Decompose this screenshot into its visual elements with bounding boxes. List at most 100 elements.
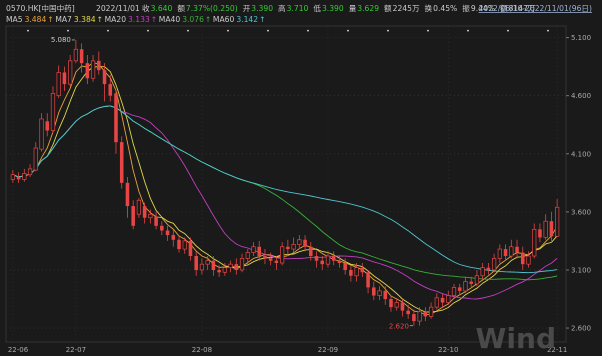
candle-body: [97, 60, 101, 71]
y-axis: 5.100 4.600 4.100 3.600 3.100 2.600: [566, 34, 591, 333]
bar-date: 2022/11/01: [96, 4, 140, 13]
ma-legend-label-2: MA20: [105, 15, 127, 24]
grid-lines: [6, 26, 566, 342]
candle-body: [177, 239, 181, 250]
candle-body: [314, 256, 319, 261]
candle-body: [154, 216, 158, 226]
candle-body: [491, 258, 497, 271]
ma-legend-value-4: 3.142: [236, 15, 258, 24]
x-tick-label: 22-09: [318, 346, 338, 354]
candle-body: [343, 263, 347, 270]
candle-body: [217, 269, 221, 273]
candle-body: [108, 84, 113, 96]
candle-body: [428, 306, 434, 317]
event-marker: •: [426, 28, 430, 35]
field-value-7: 0.45%: [433, 4, 457, 13]
date-range[interactable]: 2022/06/16-2022/11/01(96日): [479, 4, 592, 13]
candle-body: [520, 252, 525, 265]
candle-body: [474, 275, 480, 285]
candle-body: [79, 49, 84, 64]
moving-average-legend: MA5 3.484 ↑ MA7 3.384 ↑ MA20 3.133 ↑ MA40 3.076 ↑ MA…: [6, 15, 265, 24]
candle-body: [188, 240, 193, 257]
ma-arrow-1: ↑: [97, 15, 103, 24]
candle-body: [543, 220, 548, 238]
candle-body: [360, 267, 365, 273]
candle-body: [205, 260, 210, 265]
field-value-8: 9.44%: [471, 4, 495, 13]
candle-body: [469, 281, 473, 284]
candle-body: [354, 267, 359, 277]
field-value-2: 3.390: [251, 4, 273, 13]
candle-body: [251, 246, 256, 253]
x-tick-label: 22-06: [8, 346, 29, 354]
candle-body: [309, 246, 313, 257]
extreme-markers: 5.080 2.620: [51, 36, 413, 331]
candle-body: [263, 256, 267, 259]
candle-body: [434, 297, 439, 308]
ma-legend-label-0: MA5: [6, 15, 23, 24]
ma-legend-label-3: MA40: [159, 15, 181, 24]
candle-body: [268, 258, 273, 261]
candle-body: [377, 290, 382, 296]
ma-legend-label-4: MA60: [213, 15, 235, 24]
candle-body: [549, 221, 554, 237]
candle-body: [125, 182, 130, 207]
field-value-4: 3.390: [322, 4, 344, 13]
candle-body: [142, 206, 147, 218]
ma-arrow-2: ↑: [151, 15, 157, 24]
candle-body: [257, 246, 261, 257]
candle-body: [532, 228, 537, 257]
ma-arrow-3: ↑: [205, 15, 211, 24]
candle-body: [73, 48, 79, 62]
wind-watermark: Wind: [476, 322, 556, 355]
candle-body: [503, 249, 508, 257]
field-value-3: 3.710: [287, 4, 309, 13]
field-value-1: 7.37%(0.250): [186, 4, 238, 13]
candle-body: [526, 255, 531, 265]
ohlc-readout: 收 3.640 额 7.37%(0.250) 开 3.390 高 3.710 低 3.390 量 3.…: [142, 3, 536, 13]
x-tick-label: 22-10: [438, 346, 458, 354]
candle-body: [114, 93, 118, 143]
field-value-9: 8147万: [509, 4, 536, 13]
candle-body: [538, 229, 542, 238]
ma-legend-value-0: 3.484: [25, 15, 47, 24]
field-value-6: 2245万: [393, 4, 420, 13]
candle-body: [228, 263, 233, 268]
field-label-2: 开: [243, 4, 251, 13]
candle-body: [10, 174, 15, 180]
candle-body: [291, 244, 296, 250]
ma-arrow-0: ↑: [47, 15, 53, 24]
candle-body: [337, 260, 342, 263]
candle-body: [331, 256, 336, 261]
candle-body: [446, 295, 451, 303]
y-tick-label: 3.600: [571, 208, 591, 216]
candlesticks: [10, 39, 560, 326]
event-marker: •: [506, 28, 510, 35]
candle-body: [486, 267, 491, 270]
candle-body: [412, 314, 416, 322]
candle-body: [102, 70, 107, 85]
candle-body: [274, 260, 279, 263]
event-marker: •: [346, 28, 350, 35]
event-marker: •: [66, 28, 70, 35]
event-marker: •: [26, 28, 30, 35]
candle-body: [440, 297, 445, 303]
field-label-3: 高: [278, 3, 286, 13]
y-tick-label: 5.100: [571, 34, 591, 42]
field-label-9: 额: [500, 3, 508, 13]
ma-legend-value-3: 3.076: [182, 15, 204, 24]
event-marker: •: [466, 28, 470, 35]
field-label-1: 额: [177, 3, 185, 13]
candle-body: [131, 206, 135, 226]
candle-body: [50, 93, 56, 131]
candle-body: [303, 239, 307, 247]
candle-body: [515, 246, 519, 253]
field-label-5: 量: [349, 4, 357, 13]
candle-body: [349, 269, 353, 276]
candle-body: [119, 142, 124, 183]
event-marker: •: [186, 28, 190, 35]
candle-body: [22, 173, 27, 180]
candle-body: [555, 206, 560, 237]
candle-body: [33, 147, 38, 171]
